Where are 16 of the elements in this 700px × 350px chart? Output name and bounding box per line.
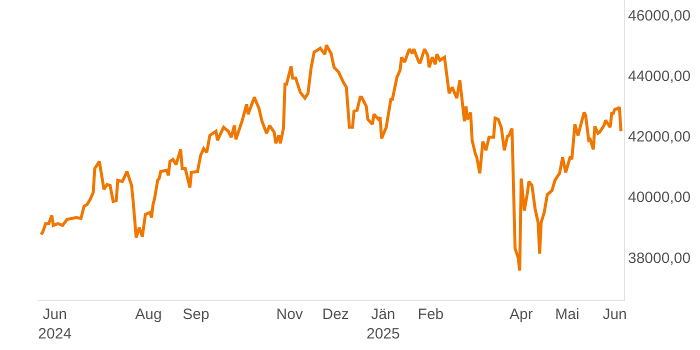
- x-tick-label: Apr: [510, 306, 533, 323]
- line-series: [40, 44, 622, 272]
- x-tick-label: Jun 2024: [38, 306, 72, 342]
- y-tick-label: 44000,00: [628, 68, 691, 86]
- x-tick-label: Jun: [602, 306, 627, 323]
- x-tick-label: Jän 2025: [366, 306, 400, 342]
- x-tick-label: Mai: [555, 306, 580, 323]
- y-tick-label: 46000,00: [628, 7, 691, 24]
- x-tick-label: Nov: [276, 306, 304, 323]
- y-tick-label: 38000,00: [628, 250, 691, 267]
- y-tick-label: 40000,00: [628, 189, 691, 206]
- x-tick-label: Aug: [135, 306, 162, 323]
- x-tick-label: Feb: [418, 306, 444, 323]
- x-tick-label: Sep: [182, 306, 210, 323]
- y-tick-label: 42000,00: [628, 128, 691, 146]
- x-tick-label: Dez: [322, 306, 349, 323]
